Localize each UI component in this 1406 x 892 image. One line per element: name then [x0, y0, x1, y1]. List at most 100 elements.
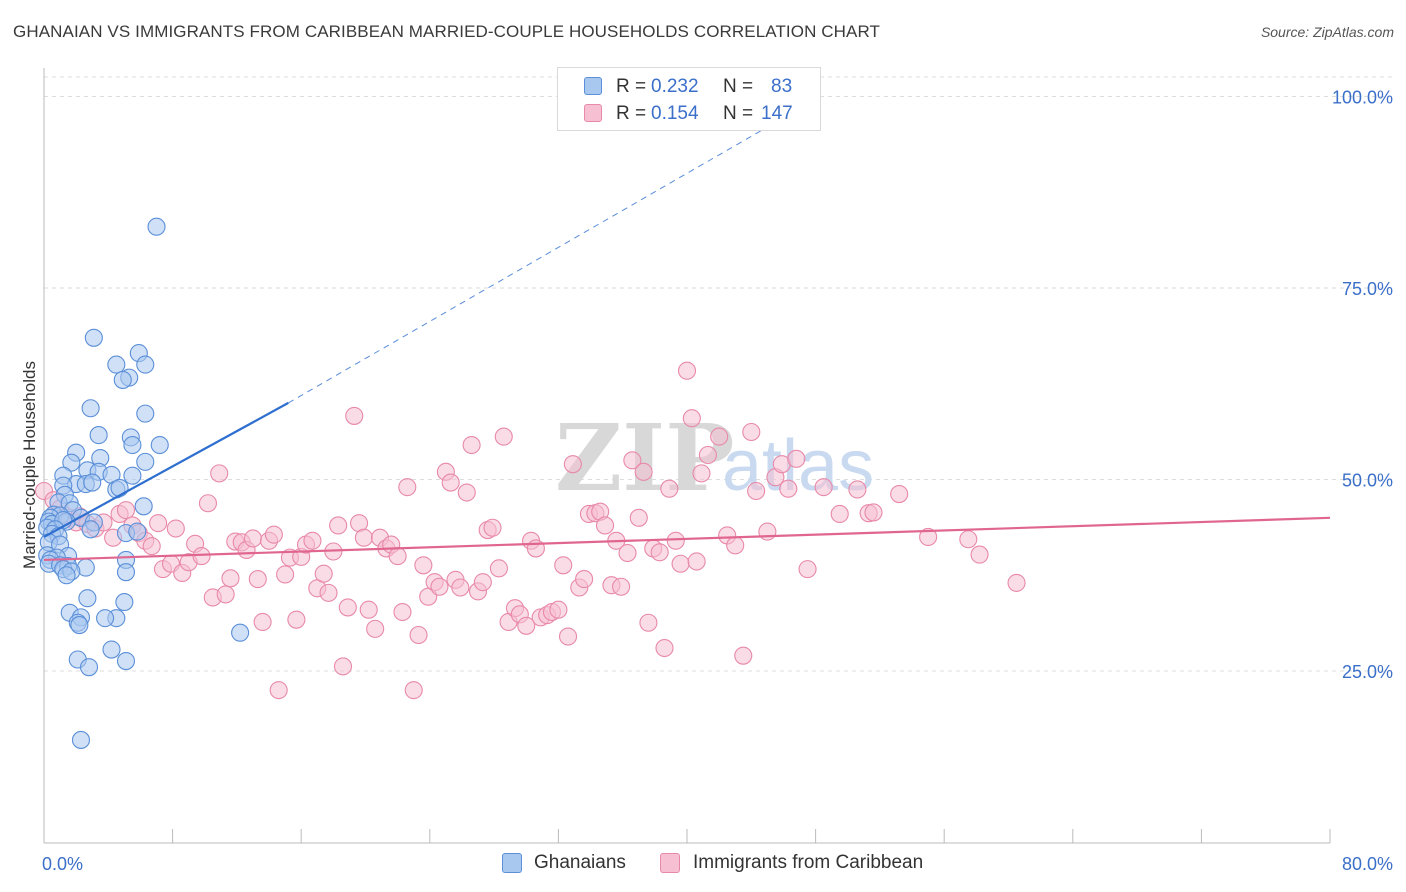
data-point-caribbean — [970, 545, 989, 564]
chart-title: GHANAIAN VS IMMIGRANTS FROM CARIBBEAN MA… — [13, 22, 881, 41]
data-point-caribbean — [489, 559, 508, 578]
trend-line-caribbean — [43, 516, 1331, 562]
data-point-caribbean — [563, 455, 582, 474]
data-point-ghanaians — [134, 497, 153, 516]
data-point-caribbean — [398, 478, 417, 497]
data-point-caribbean — [441, 473, 460, 492]
data-point-caribbean — [798, 560, 817, 579]
data-point-caribbean — [682, 409, 701, 428]
data-point-caribbean — [457, 483, 476, 502]
data-point-caribbean — [483, 518, 502, 537]
x-tick-label: 0.0% — [42, 854, 83, 874]
data-point-caribbean — [393, 602, 412, 622]
data-point-caribbean — [734, 646, 753, 665]
data-point-caribbean — [639, 613, 658, 632]
data-point-caribbean — [314, 564, 333, 583]
data-point-caribbean — [366, 619, 385, 638]
data-point-caribbean — [677, 361, 697, 380]
data-point-caribbean — [919, 527, 938, 547]
data-point-caribbean — [864, 503, 883, 522]
legend-r-label: R = — [616, 76, 647, 97]
data-point-ghanaians — [116, 563, 136, 582]
data-point-caribbean — [890, 485, 909, 504]
y-tick-label: 25.0% — [1342, 662, 1393, 682]
data-point-caribbean — [221, 569, 240, 588]
data-point-caribbean — [269, 681, 288, 700]
data-point-caribbean — [303, 531, 322, 550]
data-point-caribbean — [473, 573, 492, 592]
legend-r-value: 0.154 — [651, 103, 699, 124]
data-point-ghanaians — [78, 589, 97, 608]
data-point-ghanaians — [57, 566, 76, 585]
data-point-caribbean — [333, 657, 353, 676]
data-point-caribbean — [430, 577, 449, 596]
trend-line-ghanaians — [43, 401, 289, 538]
data-point-ghanaians — [84, 328, 103, 347]
data-point-ghanaians — [123, 435, 142, 455]
series-ghanaians-points — [38, 217, 250, 749]
data-point-caribbean — [517, 616, 536, 635]
data-point-caribbean — [959, 530, 978, 549]
data-point-caribbean — [276, 565, 295, 584]
legend-n-label: N = — [723, 103, 754, 124]
legend-r-label: R = — [616, 103, 647, 124]
data-point-ghanaians — [107, 355, 126, 374]
data-point-caribbean — [655, 638, 674, 658]
data-point-caribbean — [345, 406, 364, 425]
legend-swatch-caribbean — [584, 104, 602, 122]
trend-line-ghanaians-extension — [288, 96, 821, 404]
data-point-caribbean — [451, 578, 470, 597]
data-point-caribbean — [742, 422, 761, 442]
data-point-caribbean — [747, 481, 766, 501]
data-point-ghanaians — [136, 452, 155, 471]
y-tick-label: 75.0% — [1342, 279, 1393, 299]
data-point-caribbean — [359, 600, 378, 619]
data-point-caribbean — [404, 681, 423, 700]
data-point-ghanaians — [150, 435, 169, 455]
legend-n-value: 83 — [771, 76, 793, 97]
data-point-caribbean — [629, 508, 648, 527]
data-point-caribbean — [692, 464, 711, 483]
data-point-caribbean — [166, 519, 185, 538]
data-point-caribbean — [354, 528, 373, 547]
data-point-caribbean — [623, 451, 642, 470]
data-point-ghanaians — [116, 651, 136, 671]
data-point-ghanaians — [110, 478, 129, 497]
data-point-ghanaians — [136, 355, 155, 374]
tick-labels: 25.0% 50.0% 75.0% 100.0% 0.0% 80.0% — [42, 88, 1393, 875]
legend-swatch-ghanaians — [502, 853, 522, 873]
data-point-caribbean — [319, 583, 338, 602]
data-point-caribbean — [409, 625, 428, 645]
data-point-ghanaians — [115, 593, 134, 612]
x-tick-label: 80.0% — [1342, 854, 1393, 874]
data-point-ghanaians — [136, 404, 155, 423]
data-point-caribbean — [287, 610, 306, 629]
data-point-caribbean — [650, 543, 669, 562]
data-point-ghanaians — [123, 466, 142, 485]
data-point-ghanaians — [231, 623, 250, 642]
legend-label-caribbean: Immigrants from Caribbean — [693, 852, 924, 873]
data-point-caribbean — [243, 529, 263, 548]
data-point-caribbean — [216, 585, 235, 604]
legend-swatch-ghanaians — [584, 77, 602, 95]
data-point-caribbean — [116, 501, 136, 520]
data-point-caribbean — [210, 464, 229, 483]
data-point-ghanaians — [62, 453, 81, 472]
source-label: Source: ZipAtlas.com — [1260, 24, 1394, 40]
data-point-ghanaians — [81, 399, 100, 418]
legend-n-label: N = — [723, 76, 754, 97]
data-point-caribbean — [554, 556, 573, 575]
data-point-caribbean — [660, 479, 679, 498]
data-point-caribbean — [848, 480, 867, 499]
series-caribbean-points — [34, 361, 1026, 700]
legend-r-value: 0.232 — [651, 76, 699, 97]
data-point-caribbean — [726, 536, 745, 555]
data-point-caribbean — [575, 570, 594, 589]
data-point-caribbean — [1007, 573, 1026, 592]
data-point-caribbean — [595, 516, 615, 535]
axes — [43, 68, 1331, 844]
stats-legend: R = 0.232 N = 83 R = 0.154 N = 147 — [557, 67, 821, 131]
data-point-caribbean — [671, 554, 690, 573]
data-point-caribbean — [142, 537, 161, 556]
